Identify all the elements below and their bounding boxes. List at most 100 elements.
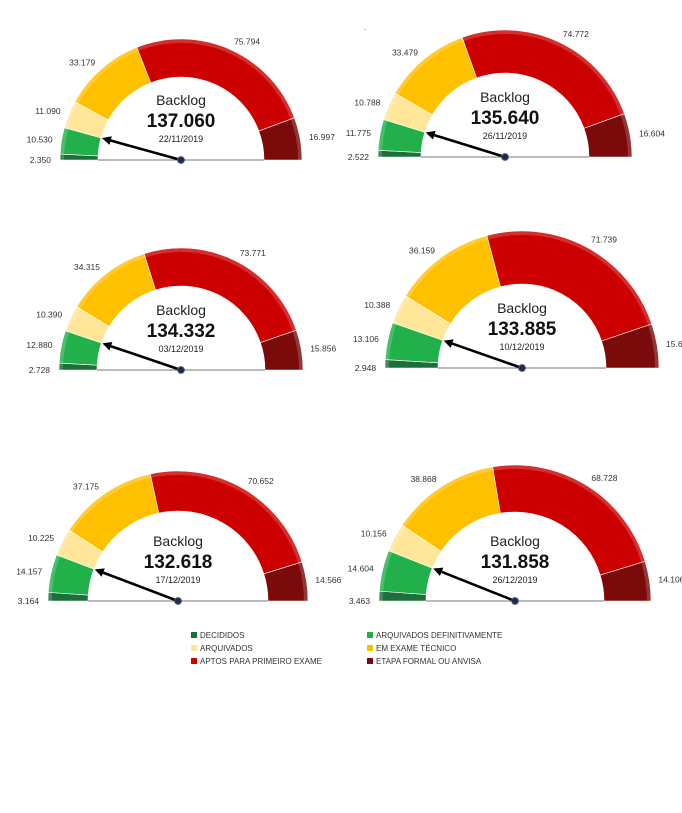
gauge-value-label: 10.788 bbox=[354, 97, 380, 107]
gauge-segment-etapa-formal-ou-anvisa bbox=[260, 329, 304, 371]
gauge-needle bbox=[441, 570, 516, 603]
gauge-needle-hub bbox=[177, 156, 185, 164]
gauge-2: 2.522 11.775 10.788 33.479 74.772 16.604 Backl… bbox=[346, 29, 665, 162]
gauge-date: 10/12/2019 bbox=[499, 342, 544, 352]
gauge-needle-hub bbox=[174, 597, 182, 605]
legend-swatch-arquivados-definitivamente bbox=[367, 632, 373, 638]
legend-item-arquivados-definitivamente: ARQUIVADOS DEFINITIVAMENTE bbox=[367, 631, 502, 640]
gauge-title: Backlog bbox=[153, 533, 203, 549]
gauge-segment-highlight bbox=[492, 465, 646, 563]
gauge-segment-etapa-formal-ou-anvisa bbox=[599, 561, 652, 602]
gauge-total-value: 134.332 bbox=[147, 321, 216, 342]
gauge-segment-etapa-formal-ou-anvisa bbox=[258, 117, 303, 161]
gauge-value-label: 11.090 bbox=[35, 106, 61, 116]
gauge-needle-tip bbox=[443, 339, 454, 348]
gauge-segment-highlight bbox=[69, 473, 152, 533]
legend-label-em-exame-tecnico: EM EXAME TÉCNICO bbox=[376, 644, 456, 653]
gauge-4: 2.948 13.106 10.388 36.159 71.739 15.604 Backl… bbox=[353, 230, 682, 373]
gauge-value-label: 2.728 bbox=[29, 365, 51, 375]
gauge-value-label: 10.530 bbox=[27, 134, 53, 144]
gauge-needle-tip bbox=[433, 567, 444, 576]
gauge-segment-highlight bbox=[74, 47, 139, 104]
gauge-value-label: 14.106 bbox=[658, 575, 682, 585]
gauge-needle-tip bbox=[102, 341, 113, 351]
gauge-segment-highlight bbox=[64, 101, 79, 129]
gauge-segment-highlight bbox=[76, 253, 146, 309]
gauge-needle-hub bbox=[177, 366, 185, 374]
gauge-value-label: 16.997 bbox=[309, 132, 335, 142]
gauge-value-label: 15.856 bbox=[310, 343, 336, 353]
gauge-needle-hub bbox=[511, 597, 519, 605]
gauge-value-label: 70.652 bbox=[248, 476, 274, 486]
gauge-value-label: 10.225 bbox=[28, 533, 54, 543]
gauge-value-label: 33.179 bbox=[69, 57, 95, 67]
gauge-value-label: 14.157 bbox=[16, 566, 42, 576]
gauge-value-label: 15.604 bbox=[666, 339, 682, 349]
gauge-1: 2.350 10.530 11.090 33.179 75.794 16.997 Backl… bbox=[27, 36, 336, 165]
gauge-value-label: 14.604 bbox=[348, 564, 374, 574]
gauge-segment-highlight bbox=[298, 561, 308, 601]
legend-label-arquivados: ARQUIVADOS bbox=[200, 644, 253, 653]
gauge-needle-hub bbox=[518, 364, 526, 372]
gauge-value-label: 74.772 bbox=[563, 29, 589, 39]
gauge-value-label: 3.164 bbox=[18, 596, 40, 606]
corner-dot-mark: . bbox=[364, 23, 366, 32]
gauge-needle bbox=[110, 344, 182, 372]
gauge-value-label: 10.388 bbox=[364, 300, 390, 310]
gauge-3: 2.728 12.880 10.390 34.315 73.771 15.856 Backl… bbox=[26, 247, 336, 375]
legend-swatch-arquivados bbox=[191, 645, 197, 651]
gauge-needle-hub bbox=[501, 153, 509, 161]
gauge-segment-etapa-formal-ou-anvisa bbox=[601, 323, 660, 369]
gauge-title: Backlog bbox=[156, 92, 206, 108]
gauge-segment-highlight bbox=[290, 117, 302, 160]
gauge-date: 17/12/2019 bbox=[155, 575, 200, 585]
legend-item-decididos: DECIDIDOS bbox=[191, 631, 244, 640]
gauge-title: Backlog bbox=[480, 89, 530, 105]
gauge-segment-highlight bbox=[56, 530, 73, 557]
gauge-title: Backlog bbox=[490, 533, 540, 549]
gauge-segment-highlight bbox=[60, 154, 65, 160]
gauge-segment-highlight bbox=[378, 150, 383, 157]
gauge-segment-highlight bbox=[65, 306, 81, 333]
gauge-segment-highlight bbox=[620, 113, 632, 157]
legend-swatch-etapa-formal-ou-anvisa bbox=[367, 658, 373, 664]
legend-label-etapa-formal-ou-anvisa: ETAPA FORMAL OU ANVISA bbox=[376, 657, 482, 666]
legend-swatch-em-exame-tecnico bbox=[367, 645, 373, 651]
gauge-segment-highlight bbox=[379, 550, 393, 592]
gauge-segment-highlight bbox=[48, 592, 53, 601]
gauge-segment-highlight bbox=[383, 93, 399, 121]
gauge-total-value: 133.885 bbox=[488, 319, 557, 340]
gauge-total-value: 131.858 bbox=[481, 552, 550, 573]
gauge-value-label: 10.156 bbox=[361, 528, 387, 538]
legend-item-etapa-formal-ou-anvisa: ETAPA FORMAL OU ANVISA bbox=[367, 657, 482, 666]
gauge-needle-tip bbox=[101, 136, 112, 145]
gauge-needle-tip bbox=[94, 568, 105, 577]
gauge-segment-highlight bbox=[641, 561, 651, 601]
legend-label-decididos: DECIDIDOS bbox=[200, 631, 244, 640]
gauge-segment-highlight bbox=[405, 235, 488, 299]
legend: DECIDIDOS ARQUIVADOS DEFINITIVAMENTE ARQ… bbox=[191, 631, 502, 666]
gauge-needle bbox=[110, 139, 182, 162]
gauge-5: 3.164 14.157 10.225 37.175 70.652 14.566 Backl… bbox=[16, 470, 342, 606]
legend-label-aptos-para-primeiro-exame: APTOS PARA PRIMEIRO EXAME bbox=[200, 657, 322, 666]
gauge-segment-highlight bbox=[59, 363, 64, 370]
gauge-segment-highlight bbox=[378, 119, 388, 151]
gauge-needle bbox=[451, 342, 523, 370]
gauge-segment-highlight bbox=[48, 554, 61, 593]
legend-item-arquivados: ARQUIVADOS bbox=[191, 644, 253, 653]
gauge-date: 26/12/2019 bbox=[492, 575, 537, 585]
gauge-total-value: 135.640 bbox=[471, 108, 540, 129]
legend-swatch-aptos-para-primeiro-exame bbox=[191, 658, 197, 664]
gauge-segment-highlight bbox=[292, 330, 303, 370]
gauge-value-label: 2.522 bbox=[348, 152, 370, 162]
legend-label-arquivados-definitivamente: ARQUIVADOS DEFINITIVAMENTE bbox=[376, 631, 502, 640]
gauge-date: 26/11/2019 bbox=[483, 131, 527, 141]
gauge-value-label: 13.106 bbox=[353, 334, 379, 344]
gauge-value-label: 38.868 bbox=[410, 474, 436, 484]
gauge-date: 22/11/2019 bbox=[159, 134, 203, 144]
gauge-value-label: 2.948 bbox=[355, 363, 377, 373]
gauge-needle bbox=[433, 133, 506, 159]
gauge-total-value: 132.618 bbox=[144, 552, 213, 573]
gauge-value-label: 12.880 bbox=[26, 340, 52, 350]
